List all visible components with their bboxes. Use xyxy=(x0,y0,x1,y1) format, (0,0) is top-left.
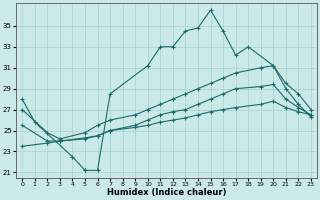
X-axis label: Humidex (Indice chaleur): Humidex (Indice chaleur) xyxy=(107,188,226,197)
